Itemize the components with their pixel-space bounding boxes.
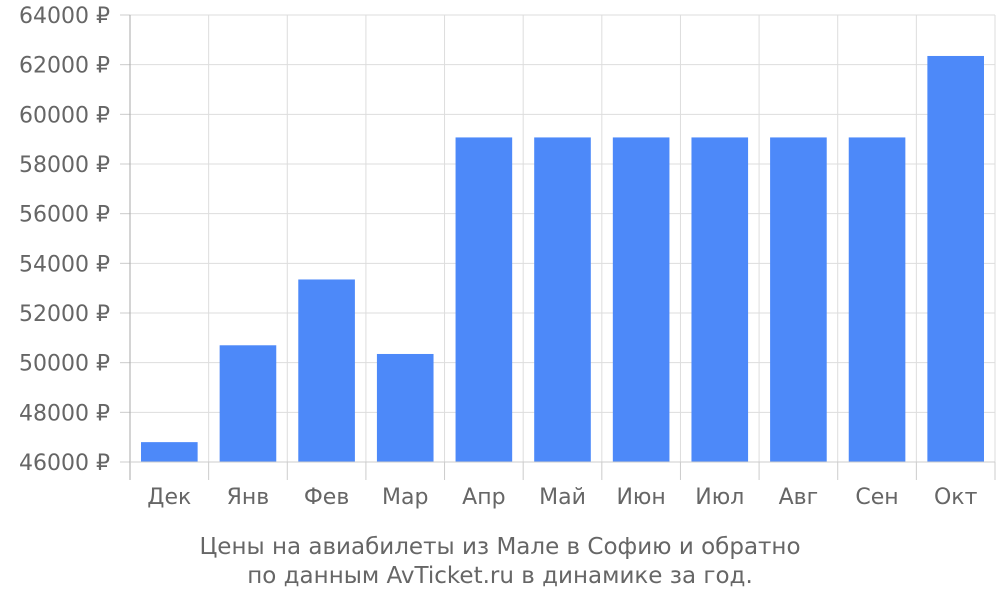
- bar: [534, 137, 591, 462]
- y-tick-label: 64000 ₽: [19, 4, 110, 29]
- bar: [612, 137, 670, 462]
- y-tick-label: 46000 ₽: [19, 451, 110, 476]
- y-tick-label: 62000 ₽: [19, 54, 110, 79]
- bar: [691, 137, 749, 462]
- x-tick-label: Окт: [934, 485, 978, 510]
- y-tick-label: 56000 ₽: [19, 203, 110, 228]
- y-tick-label: 60000 ₽: [19, 103, 110, 128]
- y-tick-label: 50000 ₽: [19, 352, 110, 377]
- bar: [848, 137, 906, 462]
- bar: [770, 137, 827, 462]
- bar: [376, 353, 434, 462]
- bar: [298, 279, 355, 462]
- x-tick-label: Мар: [382, 485, 428, 510]
- x-tick-label: Апр: [462, 485, 505, 510]
- x-tick-label: Сен: [855, 485, 898, 510]
- y-tick-label: 48000 ₽: [19, 401, 110, 426]
- chart-caption-line-2: по данным AvTicket.ru в динамике за год.: [247, 563, 753, 589]
- bar: [455, 137, 513, 462]
- y-tick-label: 54000 ₽: [19, 252, 110, 277]
- bar: [141, 442, 198, 462]
- x-tick-label: Июн: [616, 485, 665, 510]
- x-tick-label: Авг: [779, 485, 819, 510]
- bar-chart: 46000 ₽ 48000 ₽ 50000 ₽ 52000 ₽ 54000 ₽ 56000…: [19, 4, 996, 510]
- x-tick-label: Янв: [227, 485, 270, 510]
- y-tick-label: 52000 ₽: [19, 302, 110, 327]
- x-tick-label: Май: [539, 485, 586, 510]
- y-tick-label: 58000 ₽: [19, 153, 110, 178]
- x-tick-label: Фев: [304, 485, 349, 510]
- x-tick-label: Июл: [695, 485, 744, 510]
- bar: [927, 55, 984, 462]
- chart-caption-line-1: Цены на авиабилеты из Мале в Софию и обр…: [199, 534, 801, 560]
- bar: [219, 345, 277, 462]
- x-tick-label: Дек: [147, 485, 191, 510]
